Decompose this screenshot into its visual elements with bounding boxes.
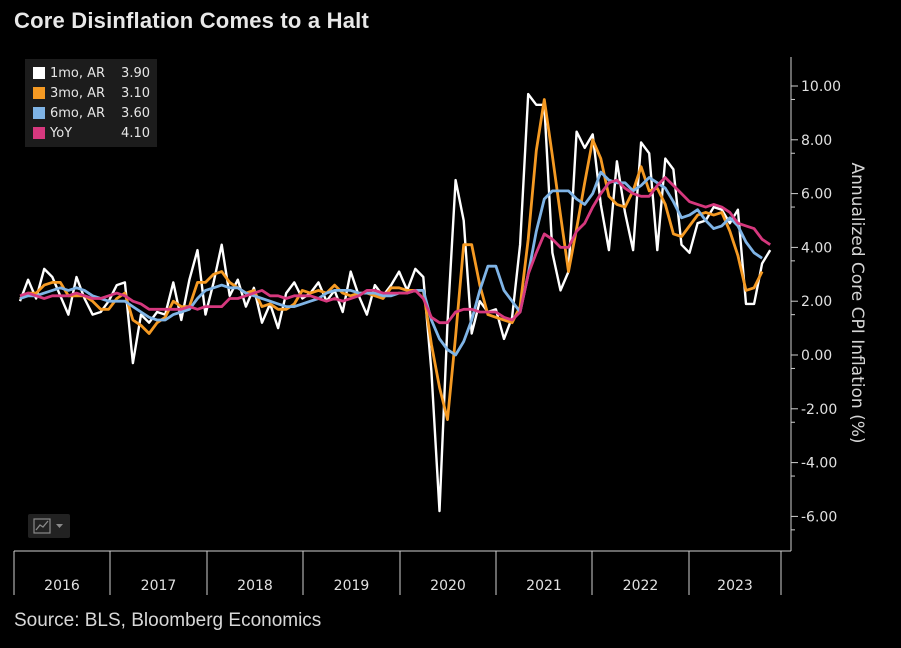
y-tick-label: 8.00 <box>801 133 832 149</box>
series-line-6mo-ar <box>19 170 763 357</box>
y-tick-label: -4.00 <box>801 456 837 472</box>
series-line-3mo-ar <box>19 98 764 422</box>
line-chart-icon <box>33 518 63 534</box>
legend-label: 6mo, AR <box>50 105 106 121</box>
x-tick-label: 2021 <box>526 578 562 594</box>
y-tick-label: 2.00 <box>801 294 832 310</box>
legend-item: 3mo, AR 3.10 <box>25 83 157 103</box>
x-tick-label: 2020 <box>430 578 466 594</box>
y-tick-label: 6.00 <box>801 187 832 203</box>
legend-value: 3.90 <box>121 65 150 81</box>
caret-down-icon <box>56 524 63 528</box>
legend-swatch <box>33 87 45 99</box>
legend-swatch <box>33 67 45 79</box>
chart-title: Core Disinflation Comes to a Halt <box>14 8 369 33</box>
y-tick-label: -6.00 <box>801 509 837 525</box>
y-tick-label: 0.00 <box>801 348 832 364</box>
chart-legend: 1mo, AR 3.90 3mo, AR 3.10 6mo, AR 3.60 Y… <box>25 59 157 147</box>
legend-swatch <box>33 127 45 139</box>
y-tick-label: 4.00 <box>801 240 832 256</box>
y-axis-label: Annualized Core CPI Inflation (%) <box>847 162 867 444</box>
x-tick-label: 2016 <box>44 578 80 594</box>
legend-item: 1mo, AR 3.90 <box>25 63 157 83</box>
x-tick-label: 2019 <box>334 578 370 594</box>
x-tick-label: 2018 <box>237 578 273 594</box>
legend-label: YoY <box>50 125 73 141</box>
series-line-1mo-ar <box>18 92 772 513</box>
x-tick-label: 2017 <box>141 578 177 594</box>
chart-type-button[interactable] <box>28 514 70 538</box>
y-tick-label: 10.00 <box>801 79 841 95</box>
legend-value: 3.60 <box>121 105 150 121</box>
y-tick-label: -2.00 <box>801 402 837 418</box>
legend-swatch <box>33 107 45 119</box>
x-tick-label: 2023 <box>717 578 753 594</box>
legend-label: 1mo, AR <box>50 65 106 81</box>
legend-item: 6mo, AR 3.60 <box>25 103 157 123</box>
source-note: Source: BLS, Bloomberg Economics <box>14 610 322 631</box>
x-tick-label: 2022 <box>623 578 659 594</box>
legend-label: 3mo, AR <box>50 85 106 101</box>
series-line-yoy <box>19 176 771 325</box>
legend-item: YoY 4.10 <box>25 123 157 143</box>
legend-value: 3.10 <box>121 85 150 101</box>
legend-value: 4.10 <box>121 125 150 141</box>
